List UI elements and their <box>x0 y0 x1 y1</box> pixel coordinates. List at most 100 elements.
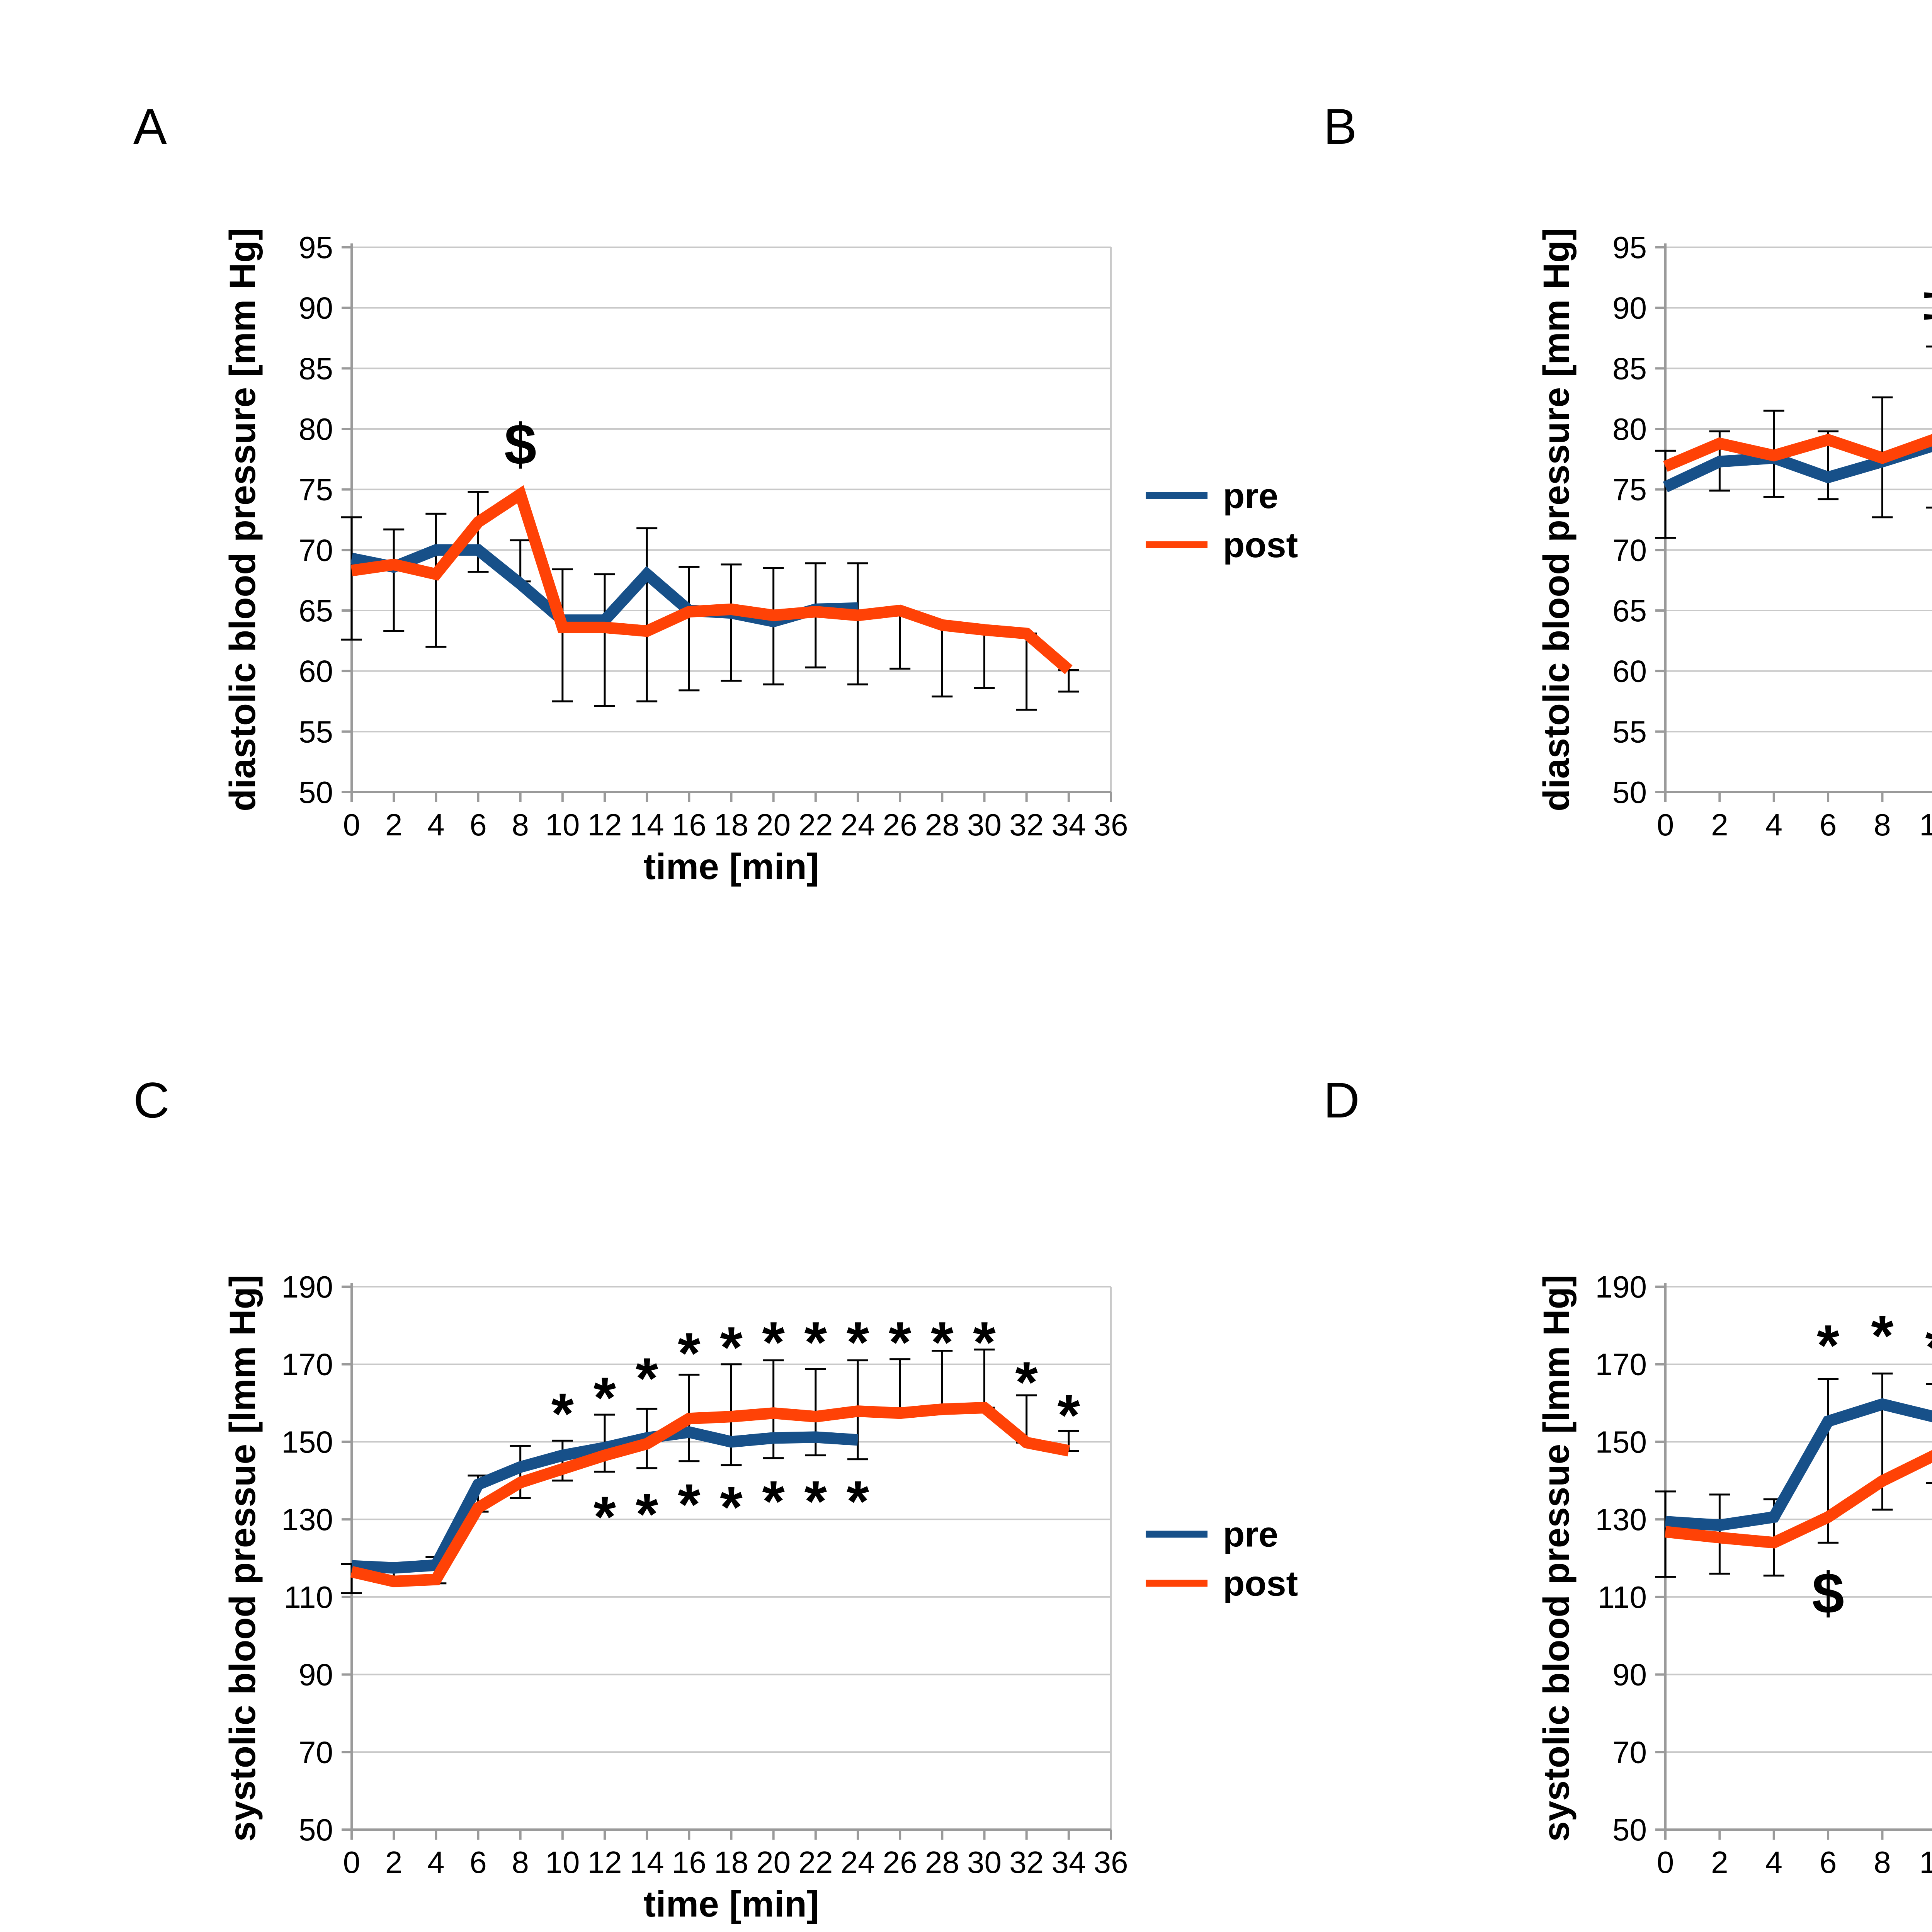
x-tick-label: 4 <box>427 1845 445 1879</box>
annotation-star: * <box>847 1469 869 1534</box>
y-tick-label: 70 <box>1612 1735 1647 1769</box>
error-bar <box>1058 669 1079 693</box>
y-tick-label: 170 <box>1595 1347 1647 1382</box>
annotation-star: * <box>762 1310 785 1374</box>
x-tick-label: 2 <box>385 808 403 842</box>
error-bar <box>847 562 868 685</box>
series-line-post <box>1665 1450 1932 1549</box>
x-tick-label: 28 <box>925 1845 959 1879</box>
error-bar <box>552 568 573 702</box>
x-tick-label: 2 <box>1711 1845 1728 1879</box>
x-tick-label: 8 <box>512 808 529 842</box>
y-tick-label: 50 <box>299 1813 333 1847</box>
x-tick-label: 12 <box>588 808 622 842</box>
y-axis-title: systolic blood pressue [lmm Hg] <box>222 1275 263 1842</box>
y-tick-label: 190 <box>1595 1270 1647 1304</box>
y-tick-label: 60 <box>1612 654 1647 689</box>
x-tick-label: 10 <box>545 808 580 842</box>
x-tick-label: 26 <box>883 1845 917 1879</box>
error-bar <box>932 624 953 697</box>
y-tick-label: 70 <box>299 1735 333 1769</box>
y-axis-title: diastolic blood pressure [mm Hg] <box>1536 228 1577 811</box>
error-bar <box>594 573 615 707</box>
error-bar <box>636 527 658 702</box>
y-tick-label: 110 <box>284 1580 333 1614</box>
x-tick-label: 4 <box>1765 1845 1782 1879</box>
x-tick-label: 36 <box>1094 1845 1128 1879</box>
annotation-star: * <box>636 1481 658 1546</box>
x-axis-title: time [min] <box>644 846 819 887</box>
y-tick-label: 75 <box>299 473 333 507</box>
x-tick-label: 10 <box>1919 1845 1932 1879</box>
annotation-star: * <box>678 1321 701 1386</box>
x-tick-label: 4 <box>427 808 445 842</box>
y-tick-label: 170 <box>282 1347 333 1382</box>
series-line-pre <box>350 544 858 628</box>
x-tick-label: 28 <box>925 808 959 842</box>
x-tick-label: 10 <box>545 1845 580 1879</box>
annotation-star: * <box>804 1469 827 1534</box>
y-tick-label: 95 <box>1612 230 1647 265</box>
x-tick-label: 6 <box>469 808 487 842</box>
y-axis-title: systolic blood pressue [lmm Hg] <box>1536 1275 1577 1842</box>
x-tick-label: 0 <box>1657 1845 1674 1879</box>
y-tick-label: 60 <box>299 654 333 689</box>
y-tick-label: 150 <box>1595 1425 1647 1459</box>
error-bar <box>383 528 405 632</box>
x-tick-label: 36 <box>1094 808 1128 842</box>
x-tick-label: 8 <box>1874 1845 1891 1879</box>
x-tick-label: 18 <box>714 808 748 842</box>
annotation-star: * <box>1871 1303 1894 1368</box>
x-tick-label: 30 <box>967 1845 1002 1879</box>
annotation-star: * <box>804 1310 827 1374</box>
y-tick-label: 110 <box>1597 1580 1647 1614</box>
y-axis-title: diastolic blood pressure [mm Hg] <box>222 228 263 811</box>
y-tick-label: 90 <box>299 291 333 325</box>
panel-letter-a: A <box>133 98 167 155</box>
annotation-star: * <box>720 1475 743 1539</box>
annotation-star: * <box>1058 1383 1080 1447</box>
annotation-dollar: $ <box>1812 1561 1844 1626</box>
x-tick-label: 18 <box>714 1845 748 1879</box>
error-bar <box>721 563 742 682</box>
annotation-star: * <box>1015 1350 1038 1415</box>
annotation-star: * <box>678 1472 701 1537</box>
x-tick-label: 2 <box>1711 808 1728 842</box>
legend-label-pre: pre <box>1223 476 1278 516</box>
y-tick-label: 75 <box>1612 473 1647 507</box>
panel-letter-b: B <box>1323 98 1357 155</box>
error-bar <box>974 629 995 689</box>
x-tick-label: 32 <box>1009 1845 1044 1879</box>
y-tick-label: 50 <box>1612 1813 1647 1847</box>
y-tick-label: 90 <box>1612 1658 1647 1692</box>
x-tick-label: 16 <box>672 1845 706 1879</box>
annotation-star: * <box>1817 1313 1840 1378</box>
panel-letter-d: D <box>1323 1072 1360 1128</box>
legend-label-pre: pre <box>1223 1515 1278 1554</box>
legend-label-post: post <box>1223 1564 1298 1604</box>
y-tick-label: 90 <box>299 1658 333 1692</box>
y-tick-label: 190 <box>282 1270 333 1304</box>
x-tick-label: 8 <box>1874 808 1891 842</box>
x-tick-label: 32 <box>1009 808 1044 842</box>
x-tick-label: 8 <box>512 1845 529 1879</box>
annotation-star: * <box>931 1310 954 1374</box>
error-bar <box>341 516 362 641</box>
x-tick-label: 16 <box>672 808 706 842</box>
annotation-star: * <box>594 1484 616 1549</box>
series-line-post <box>350 485 1073 674</box>
x-tick-label: 0 <box>343 1845 361 1879</box>
y-tick-label: 85 <box>299 351 333 386</box>
x-tick-label: 12 <box>588 1845 622 1879</box>
chart-panel-b: 5055606570758085909502468101214161820222… <box>1536 228 1932 842</box>
series-line-pre <box>1663 440 1932 492</box>
y-tick-label: 80 <box>1612 412 1647 446</box>
x-tick-label: 4 <box>1765 808 1782 842</box>
y-tick-label: 65 <box>1612 594 1647 628</box>
annotation-double-dagger: ‡ <box>1920 272 1932 337</box>
error-bar <box>468 491 489 573</box>
y-tick-label: 55 <box>299 714 333 749</box>
error-bar <box>425 512 447 648</box>
annotation-star: * <box>973 1310 996 1374</box>
